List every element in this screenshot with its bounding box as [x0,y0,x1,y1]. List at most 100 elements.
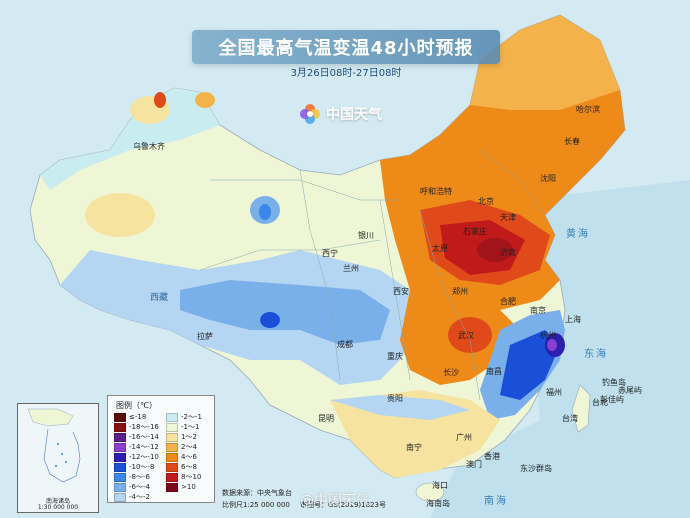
legend-swatch [166,472,178,482]
city-label: 哈尔滨 [576,105,600,114]
legend-item: 4～6 [166,452,197,462]
city-label: 南京 [530,306,546,315]
legend-item: -6～-4 [114,482,150,492]
city-label: 合肥 [500,297,516,306]
city-label: 成都 [337,340,353,349]
legend-swatch [166,432,178,442]
legend-label: -14～-12 [129,443,159,451]
legend-swatch [114,422,126,432]
city-label: 银川 [358,231,374,240]
province-label: 西藏 [150,293,169,303]
legend-label: -8～-6 [129,473,150,481]
brand-name: 中国天气 [326,107,382,123]
brand-logo: 中国天气 [298,102,382,126]
legend-item: 2～4 [166,442,197,452]
legend-swatch [114,482,126,492]
legend-label: -12～-10 [129,453,159,461]
legend-label: -10～-8 [129,463,155,471]
city-label: 澳门 [466,460,482,469]
legend-item: -14～-12 [114,442,159,452]
sea-label: 东海 [584,349,608,360]
watermark: @中国天气 [300,493,370,509]
city-label: 石家庄 [463,227,487,236]
legend-swatch [166,422,178,432]
legend-label: -2～-1 [181,413,202,421]
city-label: 上海 [565,315,581,324]
city-label: 西宁 [322,249,338,258]
legend-swatch [166,412,178,422]
city-label: 武汉 [458,331,474,340]
city-label: 广州 [456,433,472,442]
legend-item: -10～-8 [114,462,154,472]
legend-title: 图例（℃） [116,401,157,410]
city-label: 南昌 [486,367,502,376]
city-label: 昆明 [318,414,334,423]
legend-item: -8～-6 [114,472,150,482]
data-source: 数据来源：中央气象台 [222,489,292,497]
city-label: 北京 [478,197,494,206]
legend-swatch [114,432,126,442]
island-label: 钓鱼岛 [602,378,626,387]
legend-item: 1～2 [166,432,197,442]
legend: 图例（℃） ≤-18 -18～-16 -16～-14 -14～-12 -12～-10 -1… [107,395,215,503]
island-label: 彭佳屿 [600,395,624,404]
city-label: 济南 [500,248,516,257]
legend-swatch [114,492,126,502]
legend-label: -18～-16 [129,423,159,431]
legend-label: 6～8 [181,463,197,471]
legend-swatch [114,462,126,472]
legend-swatch [114,452,126,462]
sea-label: 黄海 [566,229,590,240]
legend-item: ≤-18 [114,412,146,422]
legend-label: -16～-14 [129,433,159,441]
inset-map [27,408,81,483]
legend-label: 1～2 [181,433,197,441]
city-label: 天津 [500,213,516,222]
city-label: 重庆 [387,352,403,361]
legend-item: 6～8 [166,462,197,472]
city-label: 杭州 [540,331,556,340]
legend-label: 2～4 [181,443,197,451]
legend-swatch [114,442,126,452]
city-label: 呼和浩特 [420,187,452,196]
legend-item: -2～-1 [166,412,202,422]
legend-item: -16～-14 [114,432,159,442]
page-title: 全国最高气温变温48小时预报 [218,38,474,59]
city-label: 长春 [564,137,580,146]
legend-swatch [114,412,126,422]
legend-swatch [166,442,178,452]
legend-swatch [114,472,126,482]
city-label: 郑州 [452,287,468,296]
city-label: 拉萨 [197,332,213,341]
legend-item: 8～10 [166,472,201,482]
page-subtitle: 3月26日08时-27日08时 [290,68,402,79]
legend-label: 8～10 [181,473,202,481]
map-approval: 审图号：GS(2019)1823号 [300,501,386,509]
city-label: 香港 [484,452,500,461]
city-label: 贵阳 [387,394,403,403]
island-label: 东沙群岛 [520,464,552,473]
legend-label: >10 [181,483,196,491]
city-label: 太原 [432,244,448,253]
city-label: 南宁 [406,443,422,452]
inset-scale: 1:30 000 000 [37,504,79,511]
legend-item: -4～-2 [114,492,150,502]
legend-item: -12～-10 [114,452,159,462]
sea-label: 南海 [484,496,508,507]
city-label: 沈阳 [540,174,556,183]
legend-label: 4～6 [181,453,197,461]
legend-swatch [166,482,178,492]
city-label: 台北 [592,398,608,407]
city-label: 台湾 [562,414,578,423]
city-label: 西安 [393,287,409,296]
legend-label: -6～-4 [129,483,150,491]
city-label: 兰州 [343,264,359,273]
legend-swatch [166,452,178,462]
brand-flower-icon [300,104,320,124]
island-label: 海南岛 [426,499,450,508]
city-label: 乌鲁木齐 [133,142,165,151]
island-label: 赤尾屿 [618,386,642,395]
map-scale: 比例尺1:25 000 000 [222,501,290,509]
legend-item: >10 [166,482,196,492]
